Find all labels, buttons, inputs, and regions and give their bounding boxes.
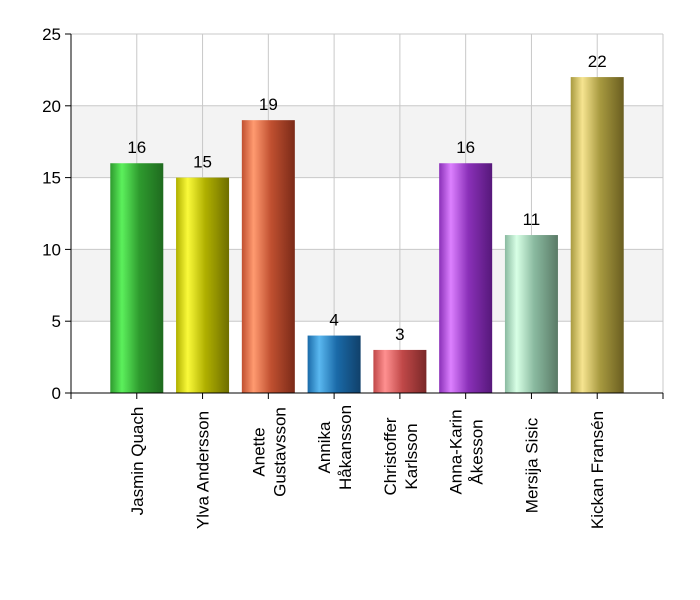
category-label-line: Christoffer xyxy=(381,417,400,495)
y-axis-tick-labels: 0 5 10 15 20 25 xyxy=(42,25,61,403)
category-label-line: Jasmin Quach xyxy=(128,407,147,516)
category-label-line: Anette xyxy=(249,427,268,476)
plot-background-bands xyxy=(71,34,663,393)
x-axis-category-label: Jasmin Quach xyxy=(128,407,147,516)
bar xyxy=(373,349,427,393)
bar xyxy=(241,120,295,393)
bar xyxy=(110,163,164,393)
data-label: 15 xyxy=(193,153,212,172)
background-band xyxy=(71,105,663,178)
background-band xyxy=(71,321,663,393)
background-band xyxy=(71,249,663,322)
x-axis-category-label: Ylva Andersson xyxy=(194,411,213,529)
category-label-line: Annika xyxy=(315,421,334,474)
background-band xyxy=(71,34,663,106)
category-label-line: Kickan Fransén xyxy=(588,411,607,529)
data-label: 16 xyxy=(127,138,146,157)
x-axis-category-label: Christoffer Karlsson xyxy=(381,417,421,495)
bar xyxy=(504,235,558,393)
category-label-line: Karlsson xyxy=(402,423,421,489)
data-label: 19 xyxy=(259,95,278,114)
data-label: 4 xyxy=(329,311,338,330)
bars-group xyxy=(110,77,624,393)
category-label-line: Håkansson xyxy=(336,405,355,490)
category-label-line: Anna-Karin xyxy=(447,409,466,494)
data-label: 22 xyxy=(588,52,607,71)
x-axis-category-label: Mersija Sisic xyxy=(522,417,541,513)
category-label-line: Gustavsson xyxy=(270,407,289,497)
x-axis-category-label: Anette Gustavsson xyxy=(249,407,289,497)
x-axis-category-labels: Jasmin Quach Ylva Andersson Anette Gustavss… xyxy=(128,405,607,529)
y-axis-tick-label: 10 xyxy=(42,240,61,259)
x-axis-category-label: Annika Håkansson xyxy=(315,405,355,490)
category-label-line: Åkesson xyxy=(468,419,487,484)
data-label: 3 xyxy=(395,325,404,344)
data-label: 11 xyxy=(523,210,541,229)
x-axis-category-label: Kickan Fransén xyxy=(588,411,607,529)
x-axis-category-label: Anna-Karin Åkesson xyxy=(447,409,487,494)
axes xyxy=(65,33,664,399)
data-labels: 16 15 19 4 3 16 11 22 xyxy=(127,52,606,344)
bar xyxy=(570,77,624,393)
background-band xyxy=(71,177,663,250)
category-label-line: Ylva Andersson xyxy=(194,411,213,529)
y-axis-tick-label: 0 xyxy=(52,384,61,403)
y-axis-tick-label: 15 xyxy=(42,169,61,188)
category-label-line: Mersija Sisic xyxy=(522,417,541,513)
y-axis-tick-label: 25 xyxy=(42,25,61,44)
bar xyxy=(307,335,361,393)
bar xyxy=(176,177,230,393)
data-label: 16 xyxy=(456,138,475,157)
bar xyxy=(439,163,493,393)
y-axis-tick-label: 20 xyxy=(42,97,61,116)
y-axis-tick-label: 5 xyxy=(52,312,61,331)
